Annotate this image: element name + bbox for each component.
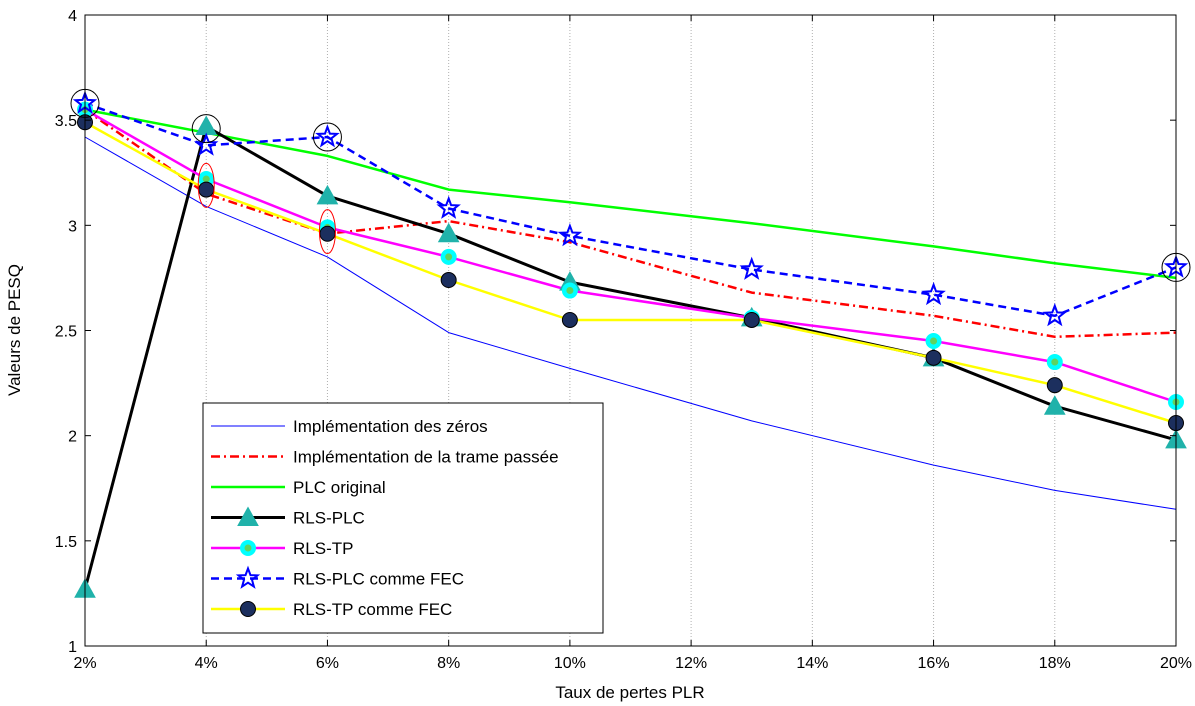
x-tick-label: 20% (1160, 655, 1192, 672)
series-6-marker (743, 311, 760, 328)
y-tick-label: 2 (68, 429, 77, 446)
series-5-marker (557, 222, 583, 247)
x-tick-label: 18% (1039, 655, 1071, 672)
series-line-0 (84, 136, 1177, 510)
series-5-marker (436, 195, 461, 219)
y-tick-label: 3 (68, 218, 77, 235)
series-line-2 (84, 108, 1177, 280)
x-tick-label: 14% (796, 655, 828, 672)
y-axis-title: Valeurs de PESQ (5, 264, 24, 396)
series-line-1 (84, 108, 1177, 339)
legend-label: RLS-PLC comme FEC (293, 570, 464, 589)
legend-label: Implémentation des zéros (293, 417, 488, 436)
y-tick-label: 4 (68, 8, 77, 25)
legend-marker-4-core (244, 544, 252, 552)
series-6-marker (198, 181, 215, 198)
legend-label: RLS-TP (293, 539, 353, 558)
axis-ticks: 2% 4% 6% 8% 10% 12% 14% 16% 18% 20% 1 1.5 2 2.5 3 3.5 4 (55, 8, 1192, 672)
series-6-marker (561, 311, 578, 328)
legend-marker-3 (237, 506, 259, 526)
highlight-ellipse (318, 209, 336, 255)
series-lines (72, 90, 1189, 598)
legend-label: PLC original (293, 478, 386, 497)
x-tick-label: 2% (73, 655, 96, 672)
y-tick-label: 3.5 (55, 113, 77, 130)
highlight-circle (191, 114, 221, 144)
series-5-marker (921, 281, 946, 306)
series-4-marker-core (445, 253, 453, 261)
legend-label: Implémentation de la trame passée (293, 448, 559, 467)
legend-marker-6 (240, 601, 256, 617)
series-4-marker-core (1051, 358, 1059, 366)
series-5-marker (193, 132, 219, 156)
x-tick-label: 16% (918, 655, 950, 672)
legend: Implémentation des zéros Implémentation d… (202, 402, 604, 634)
y-tick-label: 1 (68, 639, 77, 656)
series-3-marker (316, 184, 339, 205)
series-line-5 (84, 102, 1177, 318)
series-6-marker (925, 349, 942, 366)
series-6-marker (440, 272, 457, 289)
series-5-marker (315, 124, 340, 148)
series-4-marker-core (202, 175, 210, 183)
x-tick-label: 10% (554, 655, 586, 672)
x-tick-label: 8% (437, 655, 460, 672)
legend-marker-5 (235, 565, 261, 589)
y-tick-label: 2.5 (55, 324, 77, 341)
x-tick-label: 4% (195, 655, 218, 672)
series-4-marker-core (930, 337, 938, 345)
series-3-marker (1043, 395, 1066, 415)
highlight-ellipse (197, 162, 215, 208)
series-4-marker-core (566, 287, 574, 295)
highlight-circle (312, 122, 342, 152)
x-tick-label: 6% (316, 655, 339, 672)
series-3-marker (437, 222, 460, 243)
series-5-marker (1042, 302, 1068, 327)
series-6-marker (319, 225, 336, 242)
series-6-marker (1046, 377, 1063, 394)
x-tick-label: 12% (675, 655, 707, 672)
x-axis-title: Taux de pertes PLR (555, 683, 704, 702)
series-5-marker (739, 256, 764, 280)
legend-label: RLS-TP comme FEC (293, 600, 452, 619)
legend-label: RLS-PLC (293, 509, 365, 528)
y-tick-label: 1.5 (55, 534, 77, 551)
